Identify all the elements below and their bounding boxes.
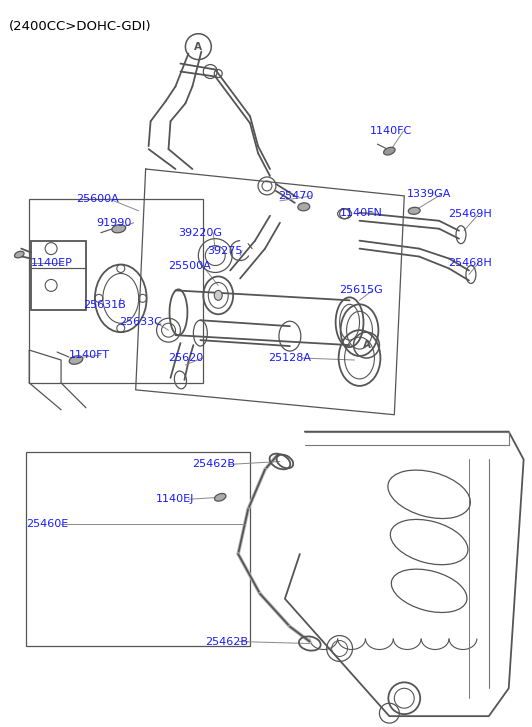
Ellipse shape (408, 207, 420, 214)
Text: 25620: 25620 (169, 353, 204, 363)
Ellipse shape (214, 494, 226, 501)
Text: 25633C: 25633C (119, 317, 162, 327)
Text: A: A (194, 41, 202, 52)
Ellipse shape (14, 252, 24, 258)
Text: 25460E: 25460E (26, 519, 69, 529)
Text: 91990: 91990 (96, 218, 131, 228)
Bar (31, 241, 86, 310)
Text: 1140FN: 1140FN (339, 208, 383, 218)
Text: 25470: 25470 (278, 191, 313, 201)
Text: 1140EP: 1140EP (31, 257, 73, 268)
Text: 25631B: 25631B (83, 300, 126, 310)
Text: 25469H: 25469H (448, 209, 492, 219)
Text: 25462B: 25462B (193, 459, 235, 470)
Ellipse shape (298, 203, 310, 211)
Text: 25600A: 25600A (76, 194, 119, 204)
Text: 25468H: 25468H (448, 257, 492, 268)
Bar (26, 451, 250, 646)
Text: 1140FC: 1140FC (369, 126, 412, 136)
Ellipse shape (69, 356, 83, 364)
Text: 39275: 39275 (207, 246, 243, 256)
Text: A: A (362, 340, 370, 350)
Ellipse shape (112, 225, 126, 233)
Text: 25500A: 25500A (169, 260, 211, 270)
Text: 1339GA: 1339GA (408, 189, 452, 199)
Text: (2400CC>DOHC-GDI): (2400CC>DOHC-GDI) (10, 20, 152, 33)
Text: 1140EJ: 1140EJ (155, 494, 194, 505)
Ellipse shape (214, 290, 222, 300)
Text: 1140FT: 1140FT (69, 350, 110, 360)
Text: 39220G: 39220G (178, 228, 222, 238)
Text: 25615G: 25615G (339, 286, 384, 295)
Ellipse shape (384, 148, 395, 155)
Bar (29, 199, 203, 383)
Text: 25128A: 25128A (268, 353, 311, 363)
Text: 25462B: 25462B (205, 637, 248, 646)
